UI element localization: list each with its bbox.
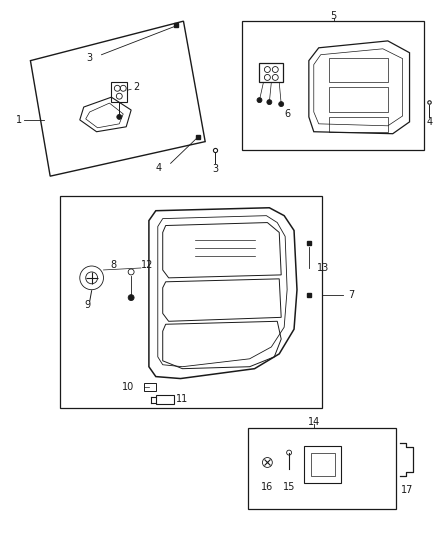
Bar bbox=[242, 21, 424, 149]
Bar bbox=[111, 83, 127, 102]
Text: 15: 15 bbox=[283, 482, 295, 492]
Bar bbox=[156, 395, 173, 404]
Text: 16: 16 bbox=[261, 482, 273, 492]
Text: 13: 13 bbox=[317, 263, 329, 273]
Text: 11: 11 bbox=[176, 394, 188, 405]
Text: 12: 12 bbox=[141, 260, 153, 270]
Text: 1: 1 bbox=[15, 115, 21, 125]
Circle shape bbox=[267, 100, 272, 104]
Text: 6: 6 bbox=[284, 109, 290, 119]
Text: 2: 2 bbox=[133, 82, 139, 92]
Text: 7: 7 bbox=[348, 289, 355, 300]
Text: 14: 14 bbox=[307, 417, 320, 427]
Bar bbox=[247, 428, 396, 509]
Bar bbox=[328, 58, 388, 83]
Bar bbox=[328, 87, 388, 112]
Text: 4: 4 bbox=[156, 163, 162, 173]
Text: 4: 4 bbox=[426, 117, 432, 127]
Circle shape bbox=[128, 295, 134, 301]
Text: 10: 10 bbox=[122, 383, 134, 392]
Bar bbox=[259, 62, 283, 83]
Circle shape bbox=[257, 98, 262, 103]
Circle shape bbox=[279, 102, 284, 107]
Bar bbox=[304, 446, 342, 483]
Text: 8: 8 bbox=[110, 260, 117, 270]
Bar bbox=[144, 384, 156, 391]
Circle shape bbox=[117, 115, 122, 119]
Text: 3: 3 bbox=[87, 53, 93, 63]
Text: 5: 5 bbox=[330, 11, 337, 21]
Text: 3: 3 bbox=[212, 164, 218, 174]
Bar bbox=[60, 196, 321, 408]
Text: 9: 9 bbox=[85, 300, 91, 310]
Bar bbox=[328, 117, 388, 132]
Bar bbox=[311, 453, 335, 477]
Text: 17: 17 bbox=[401, 485, 414, 495]
